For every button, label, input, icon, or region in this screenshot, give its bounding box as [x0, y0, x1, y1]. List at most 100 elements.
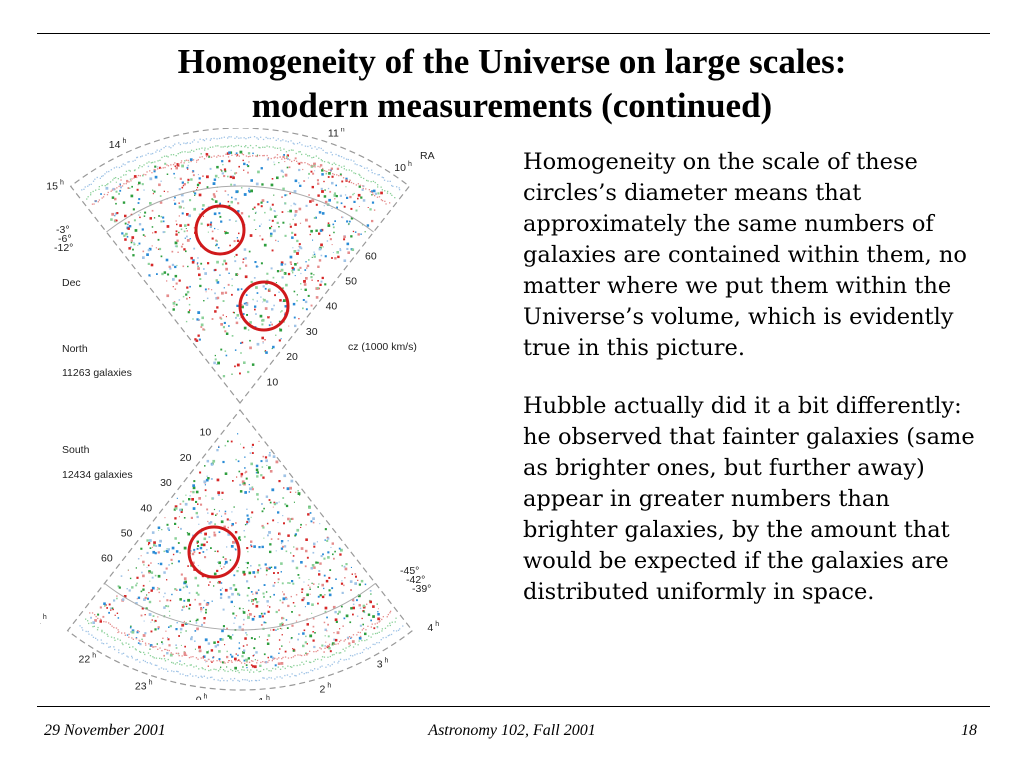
south-count-label: 12434 galaxies: [62, 469, 133, 481]
galaxy-point: [152, 550, 156, 554]
galaxy-point: [256, 342, 260, 346]
galaxy-point: [268, 468, 270, 470]
galaxy-point: [139, 661, 141, 663]
galaxy-point: [313, 651, 315, 653]
galaxy-point: [177, 526, 179, 528]
galaxy-point: [350, 217, 354, 220]
galaxy-point: [298, 243, 301, 246]
galaxy-point: [196, 547, 199, 550]
galaxy-point: [338, 547, 341, 550]
galaxy-point: [331, 244, 333, 246]
galaxy-point: [202, 668, 204, 670]
galaxy-point: [218, 531, 221, 533]
galaxy-point: [264, 350, 266, 353]
galaxy-point: [203, 599, 206, 602]
galaxy-point: [110, 190, 112, 192]
galaxy-point: [205, 611, 207, 614]
galaxy-point: [192, 490, 195, 494]
galaxy-point: [90, 622, 92, 624]
galaxy-point: [343, 259, 347, 262]
galaxy-point: [208, 155, 210, 157]
galaxy-point: [102, 615, 105, 618]
galaxy-point: [147, 165, 150, 168]
galaxy-point: [276, 676, 278, 678]
galaxy-point: [392, 185, 394, 187]
galaxy-point: [371, 194, 373, 196]
galaxy-point: [231, 525, 233, 527]
galaxy-point: [118, 185, 120, 188]
galaxy-point: [139, 643, 142, 646]
galaxy-point: [289, 209, 292, 213]
galaxy-point: [234, 260, 237, 263]
galaxy-point: [195, 657, 198, 659]
galaxy-point: [130, 239, 133, 242]
galaxy-point: [232, 584, 236, 587]
galaxy-point: [294, 533, 297, 536]
galaxy-point: [161, 643, 164, 645]
galaxy-point: [163, 571, 166, 574]
galaxy-point: [212, 497, 215, 500]
galaxy-point: [219, 215, 222, 218]
galaxy-point: [343, 205, 346, 208]
south-cz-tick: 10: [200, 427, 212, 439]
galaxy-point: [260, 223, 262, 225]
galaxy-point: [389, 192, 392, 195]
galaxy-point: [221, 172, 224, 175]
galaxy-point: [301, 162, 303, 164]
galaxy-point: [207, 262, 210, 265]
galaxy-point: [250, 545, 253, 548]
galaxy-point: [295, 491, 297, 493]
galaxy-point: [150, 153, 152, 155]
galaxy-point: [256, 137, 258, 139]
galaxy-point: [166, 599, 169, 602]
galaxy-point: [223, 175, 226, 178]
galaxy-point: [264, 661, 268, 664]
galaxy-point: [224, 512, 227, 515]
galaxy-point: [224, 560, 228, 564]
galaxy-point: [193, 207, 196, 211]
galaxy-point: [291, 666, 293, 668]
galaxy-point: [357, 579, 359, 581]
galaxy-point: [119, 189, 122, 192]
galaxy-point: [254, 638, 256, 640]
galaxy-point: [242, 570, 246, 574]
galaxy-point: [104, 173, 106, 175]
galaxy-point: [167, 165, 170, 167]
galaxy-point: [304, 300, 308, 304]
galaxy-point: [256, 669, 258, 671]
galaxy-point: [211, 318, 214, 320]
galaxy-point: [168, 649, 170, 652]
galaxy-point: [174, 522, 177, 525]
galaxy-point: [233, 622, 235, 624]
galaxy-point: [290, 205, 292, 207]
galaxy-point: [389, 180, 391, 182]
galaxy-point: [201, 676, 203, 678]
galaxy-point: [367, 648, 369, 650]
galaxy-point: [371, 190, 374, 193]
galaxy-point: [162, 167, 164, 169]
galaxy-point: [202, 543, 206, 547]
galaxy-point: [292, 247, 294, 249]
galaxy-point: [121, 165, 123, 167]
galaxy-point: [121, 185, 124, 187]
galaxy-point: [246, 547, 249, 550]
ra-label: RA: [420, 150, 435, 162]
galaxy-point: [253, 671, 255, 673]
galaxy-point: [263, 621, 266, 624]
galaxy-point: [245, 155, 248, 157]
galaxy-point: [275, 550, 277, 552]
cz-axis-label: cz (1000 km/s): [348, 341, 417, 353]
galaxy-point: [193, 666, 195, 668]
galaxy-point: [352, 193, 354, 196]
galaxy-point: [146, 162, 148, 164]
galaxy-point: [216, 190, 218, 192]
galaxy-point: [146, 539, 149, 542]
galaxy-point: [214, 268, 217, 271]
galaxy-point: [366, 224, 370, 227]
galaxy-point: [245, 562, 247, 564]
galaxy-point: [159, 647, 161, 649]
galaxy-point: [276, 214, 278, 216]
galaxy-point: [230, 660, 233, 662]
north-wedge: [69, 128, 411, 404]
galaxy-point: [364, 231, 366, 233]
